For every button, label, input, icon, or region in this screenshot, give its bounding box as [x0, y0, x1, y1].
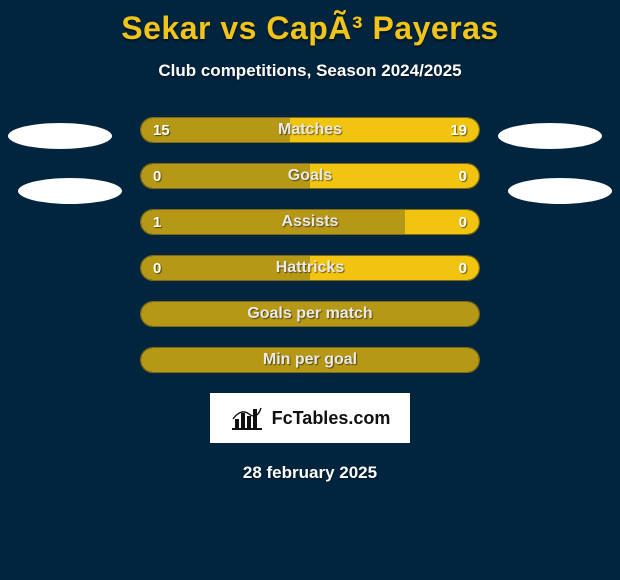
decorative-ellipse — [18, 178, 122, 204]
stat-bar-left — [141, 256, 310, 280]
stat-bar-right — [310, 164, 479, 188]
date-text: 28 february 2025 — [0, 463, 620, 483]
badge-text: FcTables.com — [272, 408, 391, 429]
title-player-left: Sekar — [121, 10, 211, 46]
stat-bar-full — [141, 302, 479, 326]
stat-bar-right — [405, 210, 479, 234]
decorative-ellipse — [498, 123, 602, 149]
bar-chart-icon — [230, 405, 264, 431]
stat-row: 00Goals — [140, 163, 480, 189]
stat-bar-full — [141, 348, 479, 372]
stat-bar-right — [310, 256, 479, 280]
stat-bar-left — [141, 164, 310, 188]
stats-container: 1519Matches 00Goals 10Assists 00Hattricks Go… — [0, 117, 620, 373]
stat-row: 10Assists — [140, 209, 480, 235]
stat-bar-left — [141, 118, 290, 142]
title-vs: vs — [211, 10, 266, 46]
subtitle: Club competitions, Season 2024/2025 — [0, 61, 620, 81]
stat-row: Goals per match — [140, 301, 480, 327]
stat-row: 1519Matches — [140, 117, 480, 143]
title-player-right: CapÃ³ Payeras — [266, 10, 498, 46]
stat-bar-right — [290, 118, 479, 142]
source-badge: FcTables.com — [210, 393, 410, 443]
page-title: Sekar vs CapÃ³ Payeras — [0, 0, 620, 47]
stat-bar-left — [141, 210, 405, 234]
stat-row: 00Hattricks — [140, 255, 480, 281]
decorative-ellipse — [508, 178, 612, 204]
stat-row: Min per goal — [140, 347, 480, 373]
decorative-ellipse — [8, 123, 112, 149]
